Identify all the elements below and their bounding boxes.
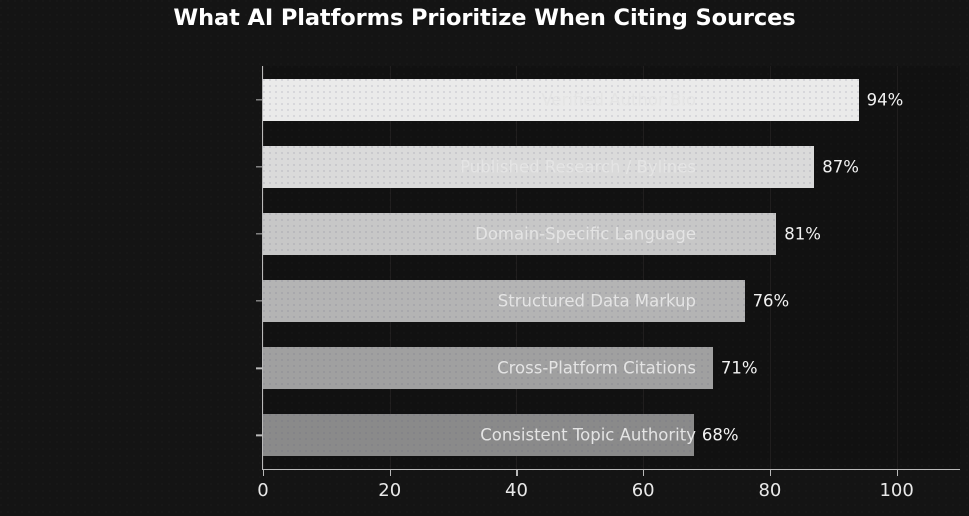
y-axis-tick-mark [256, 300, 262, 302]
y-axis-tick-mark [256, 166, 262, 168]
gridline [643, 66, 645, 469]
y-axis-tick-mark [256, 367, 262, 369]
y-axis-tick-mark [256, 98, 262, 101]
gridline [516, 66, 518, 469]
chart-title: What AI Platforms Prioritize When Citing… [173, 5, 796, 31]
y-axis-spine [262, 66, 264, 470]
x-axis-tick-label: 40 [505, 480, 528, 501]
y-axis-tick-label: Domain-Specific Language [475, 224, 696, 244]
bar [263, 145, 815, 188]
x-axis-tick-label: 0 [257, 480, 269, 501]
y-axis-tick-label: Cross-Platform Citations [497, 358, 696, 378]
bar-value-label: 87% [822, 157, 859, 177]
bar [263, 212, 777, 255]
x-axis-tick-label: 20 [378, 480, 402, 501]
x-axis-tick-mark [643, 470, 645, 476]
gridline [896, 66, 898, 469]
x-axis-spine [262, 469, 960, 471]
bar [263, 414, 694, 457]
bar-value-label: 94% [866, 90, 904, 110]
gridline [389, 66, 391, 469]
bar [263, 78, 859, 121]
gridline [263, 66, 264, 469]
y-axis-tick-mark [256, 434, 262, 437]
bar-value-label: 68% [701, 425, 739, 445]
y-axis-tick-label: Structured Data Markup [497, 291, 696, 311]
x-axis-tick-mark [389, 470, 392, 476]
bar-value-label: 76% [752, 291, 790, 311]
y-axis-tick-mark [256, 233, 262, 235]
y-axis-tick-label: Verified Author Bio [541, 90, 696, 110]
bar [263, 280, 745, 323]
gridline [769, 66, 771, 469]
bar-value-label: 81% [784, 224, 821, 244]
plot-area [263, 66, 960, 469]
y-axis-tick-label: Consistent Topic Authority [480, 425, 696, 445]
bar [263, 347, 713, 390]
x-axis-tick-mark [263, 470, 265, 476]
x-axis-tick-mark [896, 470, 898, 476]
x-axis-tick-label: 80 [758, 480, 782, 501]
x-axis-tick-label: 60 [631, 480, 655, 501]
bar-value-label: 71% [720, 358, 758, 378]
x-axis-tick-mark [769, 470, 772, 476]
x-axis-tick-label: 100 [879, 480, 914, 501]
y-axis-tick-label: Published Research / Bylines [460, 157, 696, 177]
x-axis-tick-mark [516, 470, 518, 476]
